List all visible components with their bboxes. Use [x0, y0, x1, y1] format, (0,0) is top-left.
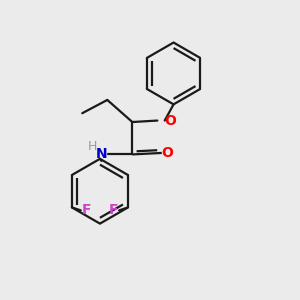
Text: F: F [109, 203, 118, 218]
Text: O: O [164, 114, 176, 128]
Text: F: F [82, 203, 92, 218]
Text: O: O [161, 146, 173, 160]
Text: N: N [96, 147, 107, 161]
Text: H: H [87, 140, 97, 153]
